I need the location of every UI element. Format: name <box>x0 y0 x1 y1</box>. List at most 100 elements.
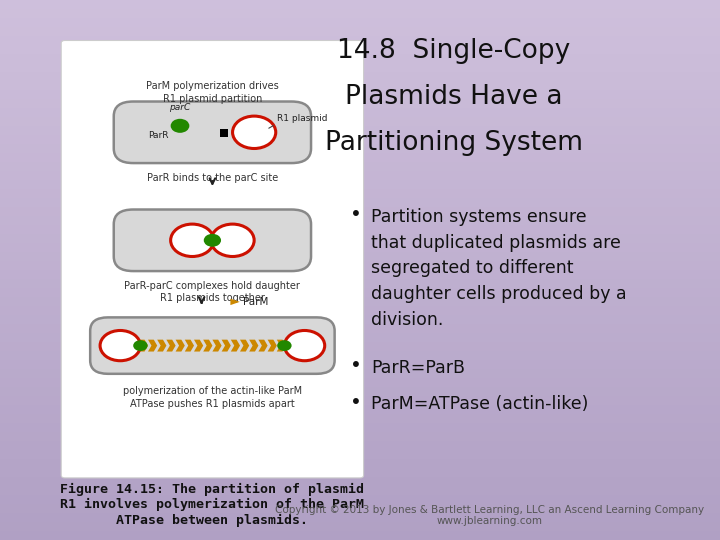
Circle shape <box>133 340 148 351</box>
Text: Partitioning System: Partitioning System <box>325 130 582 156</box>
Circle shape <box>171 224 214 256</box>
Text: ATPase pushes R1 plasmids apart: ATPase pushes R1 plasmids apart <box>130 399 294 409</box>
Circle shape <box>211 224 254 256</box>
Polygon shape <box>176 340 185 352</box>
Bar <box>0 495 720 504</box>
Text: R1 plasmid partition: R1 plasmid partition <box>163 94 262 105</box>
Bar <box>0 468 720 477</box>
Bar <box>0 180 720 189</box>
Text: ParR binds to the parC site: ParR binds to the parC site <box>147 173 278 183</box>
Bar <box>0 126 720 135</box>
Polygon shape <box>276 340 286 352</box>
Bar <box>0 144 720 153</box>
Bar <box>0 405 720 414</box>
Bar <box>0 54 720 63</box>
Circle shape <box>233 116 276 148</box>
Bar <box>0 387 720 396</box>
FancyBboxPatch shape <box>114 102 311 163</box>
Polygon shape <box>231 340 240 352</box>
Bar <box>0 99 720 108</box>
Polygon shape <box>258 340 268 352</box>
Bar <box>0 513 720 522</box>
Bar <box>0 81 720 90</box>
Polygon shape <box>249 340 258 352</box>
Bar <box>0 27 720 36</box>
Text: •: • <box>351 393 362 411</box>
Polygon shape <box>268 340 276 352</box>
Bar <box>0 360 720 369</box>
Bar <box>0 189 720 198</box>
Bar <box>0 522 720 531</box>
Bar <box>0 297 720 306</box>
Bar <box>0 369 720 378</box>
Text: Figure 14.15: The partition of plasmid
R1 involves polymerization of the ParM
AT: Figure 14.15: The partition of plasmid R… <box>60 483 364 526</box>
Circle shape <box>100 330 140 361</box>
FancyBboxPatch shape <box>90 318 335 374</box>
Bar <box>0 432 720 441</box>
Bar <box>0 261 720 270</box>
Bar <box>0 315 720 324</box>
Bar <box>0 477 720 486</box>
Text: •: • <box>351 205 362 224</box>
Bar <box>0 531 720 540</box>
Circle shape <box>171 119 189 133</box>
Bar <box>0 504 720 513</box>
Circle shape <box>277 340 292 351</box>
Text: ParM=ATPase (actin-like): ParM=ATPase (actin-like) <box>371 395 588 413</box>
Bar <box>0 0 720 9</box>
Bar <box>0 45 720 54</box>
Circle shape <box>284 330 325 361</box>
Bar <box>0 117 720 126</box>
Polygon shape <box>222 340 231 352</box>
Bar <box>0 378 720 387</box>
Bar <box>0 450 720 459</box>
Bar <box>0 333 720 342</box>
Bar <box>0 414 720 423</box>
Text: parC: parC <box>169 103 191 112</box>
FancyBboxPatch shape <box>61 40 364 478</box>
Bar <box>0 243 720 252</box>
Bar <box>0 135 720 144</box>
Bar <box>0 252 720 261</box>
Bar <box>0 324 720 333</box>
Bar <box>0 9 720 18</box>
Bar <box>0 18 720 27</box>
Bar <box>0 459 720 468</box>
Polygon shape <box>240 340 249 352</box>
Text: R1 plasmids together: R1 plasmids together <box>160 293 265 303</box>
Text: 14.8  Single-Copy: 14.8 Single-Copy <box>337 38 570 64</box>
Bar <box>0 396 720 405</box>
Text: Partition systems ensure
that duplicated plasmids are
segregated to different
da: Partition systems ensure that duplicated… <box>371 208 626 329</box>
Bar <box>0 36 720 45</box>
Polygon shape <box>212 340 222 352</box>
Bar <box>0 306 720 315</box>
Polygon shape <box>166 340 176 352</box>
Polygon shape <box>203 340 212 352</box>
Bar <box>0 171 720 180</box>
Bar <box>0 207 720 216</box>
Bar <box>0 162 720 171</box>
Text: ParR=ParB: ParR=ParB <box>371 359 465 377</box>
Bar <box>0 216 720 225</box>
Bar <box>0 342 720 351</box>
Text: ParR: ParR <box>148 131 168 139</box>
Polygon shape <box>230 299 240 305</box>
Text: R1 plasmid: R1 plasmid <box>277 114 328 123</box>
Polygon shape <box>139 340 148 352</box>
Text: ParR-parC complexes hold daughter: ParR-parC complexes hold daughter <box>125 281 300 291</box>
Bar <box>0 288 720 297</box>
FancyBboxPatch shape <box>114 210 311 271</box>
Bar <box>0 234 720 243</box>
Polygon shape <box>194 340 203 352</box>
Text: ParM polymerization drives: ParM polymerization drives <box>146 81 279 91</box>
Bar <box>0 423 720 432</box>
Circle shape <box>204 234 221 247</box>
Text: •: • <box>351 356 362 375</box>
Polygon shape <box>157 340 166 352</box>
Bar <box>220 129 228 137</box>
Bar <box>0 153 720 162</box>
Bar <box>0 225 720 234</box>
Polygon shape <box>185 340 194 352</box>
Text: Copyright © 2013 by Jones & Bartlett Learning, LLC an Ascend Learning Company
ww: Copyright © 2013 by Jones & Bartlett Lea… <box>275 505 704 526</box>
Bar <box>0 270 720 279</box>
